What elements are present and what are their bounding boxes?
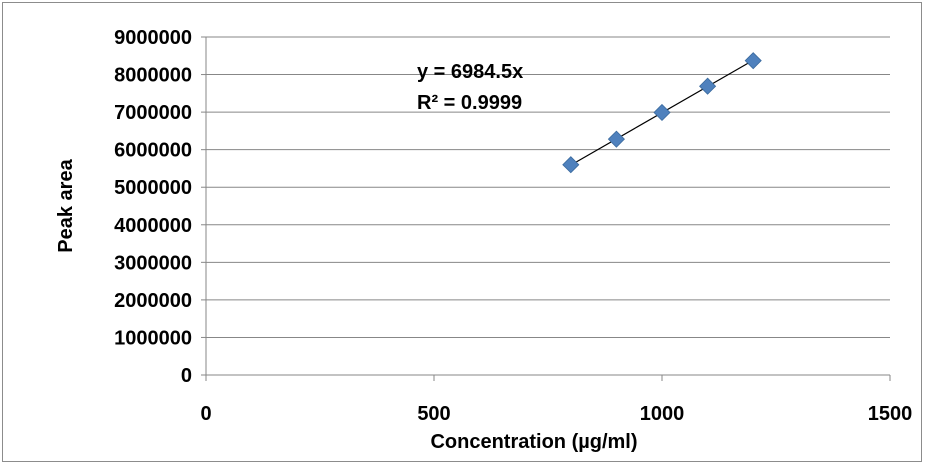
x-tick-label: 1500: [868, 403, 913, 425]
axes: [201, 36, 891, 381]
data-point: [744, 52, 762, 70]
y-tick-label: 1000000: [114, 327, 192, 349]
data-point: [699, 77, 717, 95]
y-tick-labels: 0 1000000 2000000 3000000 4000000 5000000 6000…: [114, 27, 192, 387]
y-axis-title: Peak area: [55, 158, 77, 252]
x-axis-title: Concentration (µg/ml): [430, 431, 637, 453]
y-tick-label: 6000000: [114, 140, 192, 162]
y-tick-label: 5000000: [114, 177, 192, 199]
y-tick-label: 7000000: [114, 102, 192, 124]
x-tick-labels: 0 500 1000 1500: [200, 403, 912, 425]
y-tick-label: 4000000: [114, 215, 192, 237]
y-tick-label: 9000000: [114, 27, 192, 49]
data-points: [562, 52, 762, 174]
y-tick-label: 0: [181, 365, 192, 387]
x-tick-label: 0: [200, 403, 211, 425]
y-tick-label: 2000000: [114, 290, 192, 312]
gridlines: [206, 36, 890, 338]
trendline-equation: y = 6984.5x: [417, 61, 523, 83]
y-tick-label: 3000000: [114, 252, 192, 274]
data-point: [607, 130, 625, 148]
data-point: [562, 156, 580, 174]
chart-svg: 0 1000000 2000000 3000000 4000000 5000000 6000…: [55, 27, 912, 453]
trendline-r-squared: R² = 0.9999: [417, 92, 522, 114]
data-point: [653, 103, 671, 122]
x-tick-label: 1000: [640, 403, 685, 425]
y-tick-label: 8000000: [114, 65, 192, 87]
x-tick-label: 500: [417, 403, 450, 425]
